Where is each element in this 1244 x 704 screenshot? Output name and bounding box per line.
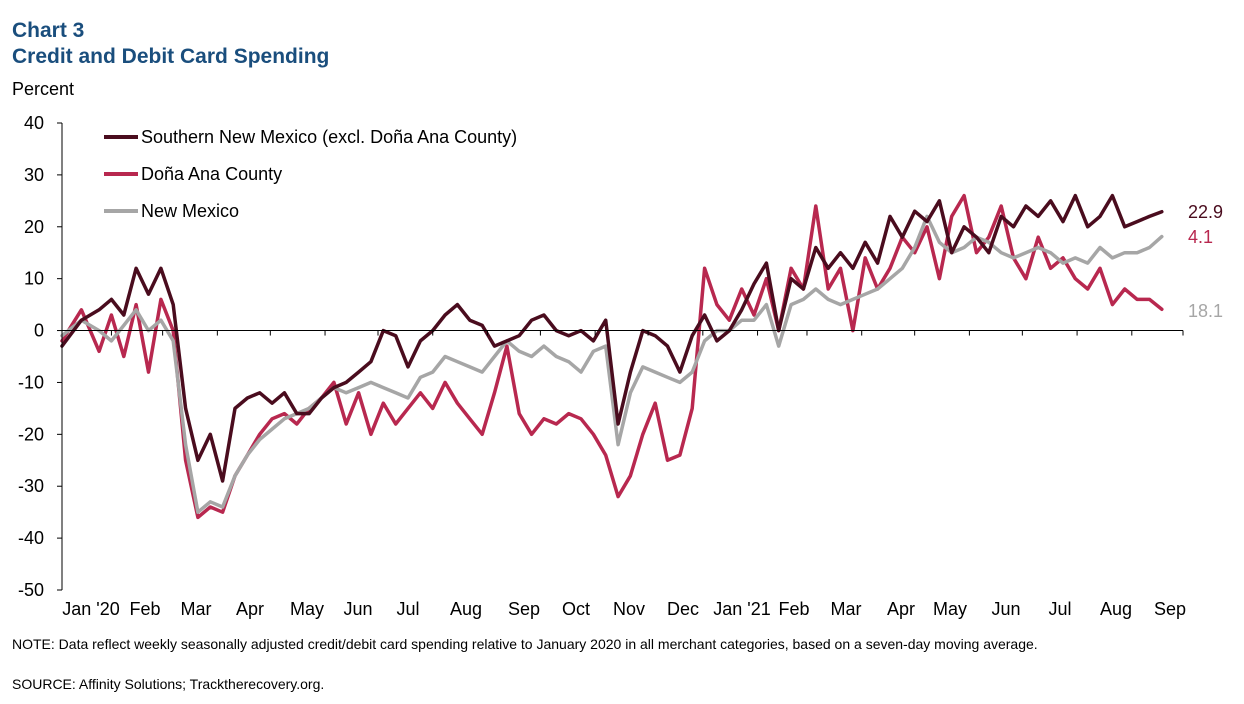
x-tick-label: Dec (667, 599, 699, 619)
y-tick-label: -50 (18, 580, 44, 600)
x-tick-label: Sep (508, 599, 540, 619)
y-tick-label: 0 (34, 321, 44, 341)
y-tick-label: 20 (24, 217, 44, 237)
series-line-0 (60, 193, 1164, 483)
x-tick-label: May (933, 599, 967, 619)
x-tick-label: May (290, 599, 324, 619)
legend-entry: New Mexico (141, 201, 239, 221)
x-tick-label: Mar (181, 599, 212, 619)
y-tick-label: -30 (18, 476, 44, 496)
legend: Southern New Mexico (excl. Doña Ana Coun… (104, 127, 517, 221)
x-tick-label: Jun (991, 599, 1020, 619)
x-tick-label: Nov (613, 599, 645, 619)
chart-title: Credit and Debit Card Spending (12, 45, 330, 68)
x-tick-label: Aug (450, 599, 482, 619)
x-tick-label: Jun (343, 599, 372, 619)
chart-note: NOTE: Data reflect weekly seasonally adj… (12, 636, 1038, 652)
x-tick-label: Apr (236, 599, 264, 619)
chart-source: SOURCE: Affinity Solutions; Trackthereco… (12, 676, 325, 692)
legend-entry: Doña Ana County (141, 164, 282, 184)
x-tick-label: Jan '20 (62, 599, 119, 619)
y-tick-label: 40 (24, 113, 44, 133)
x-tick-label: Jul (1048, 599, 1071, 619)
axes: 40 30 20 10 0 -10 -20 -30 -40 -50 Jan '20 Feb Mar Apr… (18, 113, 1186, 619)
y-tick-label: -20 (18, 424, 44, 444)
y-tick-label: -40 (18, 528, 44, 548)
line-chart: 40 30 20 10 0 -10 -20 -30 -40 -50 Jan '20 Feb Mar Apr… (18, 113, 1223, 619)
end-value-label: 18.1 (1188, 301, 1223, 321)
series-line-1 (60, 193, 1164, 520)
x-tick-label: Apr (887, 599, 915, 619)
series-line-2 (60, 214, 1164, 514)
chart-number: Chart 3 (12, 19, 85, 42)
x-tick-label: Oct (562, 599, 590, 619)
y-tick-label: -10 (18, 372, 44, 392)
series-lines (60, 193, 1164, 520)
end-labels: 22.9 4.1 18.1 (1188, 202, 1223, 321)
x-tick-label: Mar (831, 599, 862, 619)
y-tick-label: 10 (24, 269, 44, 289)
x-tick-label: Jan '21 (713, 599, 770, 619)
y-tick-label: 30 (24, 165, 44, 185)
x-tick-label: Aug (1100, 599, 1132, 619)
x-tick-label: Feb (129, 599, 160, 619)
x-tick-label: Jul (396, 599, 419, 619)
x-tick-label: Feb (778, 599, 809, 619)
x-tick-label: Sep (1154, 599, 1186, 619)
end-value-label: 22.9 (1188, 202, 1223, 222)
y-axis-label: Percent (12, 79, 75, 99)
legend-entry: Southern New Mexico (excl. Doña Ana Coun… (141, 127, 517, 147)
end-value-label: 4.1 (1188, 227, 1213, 247)
